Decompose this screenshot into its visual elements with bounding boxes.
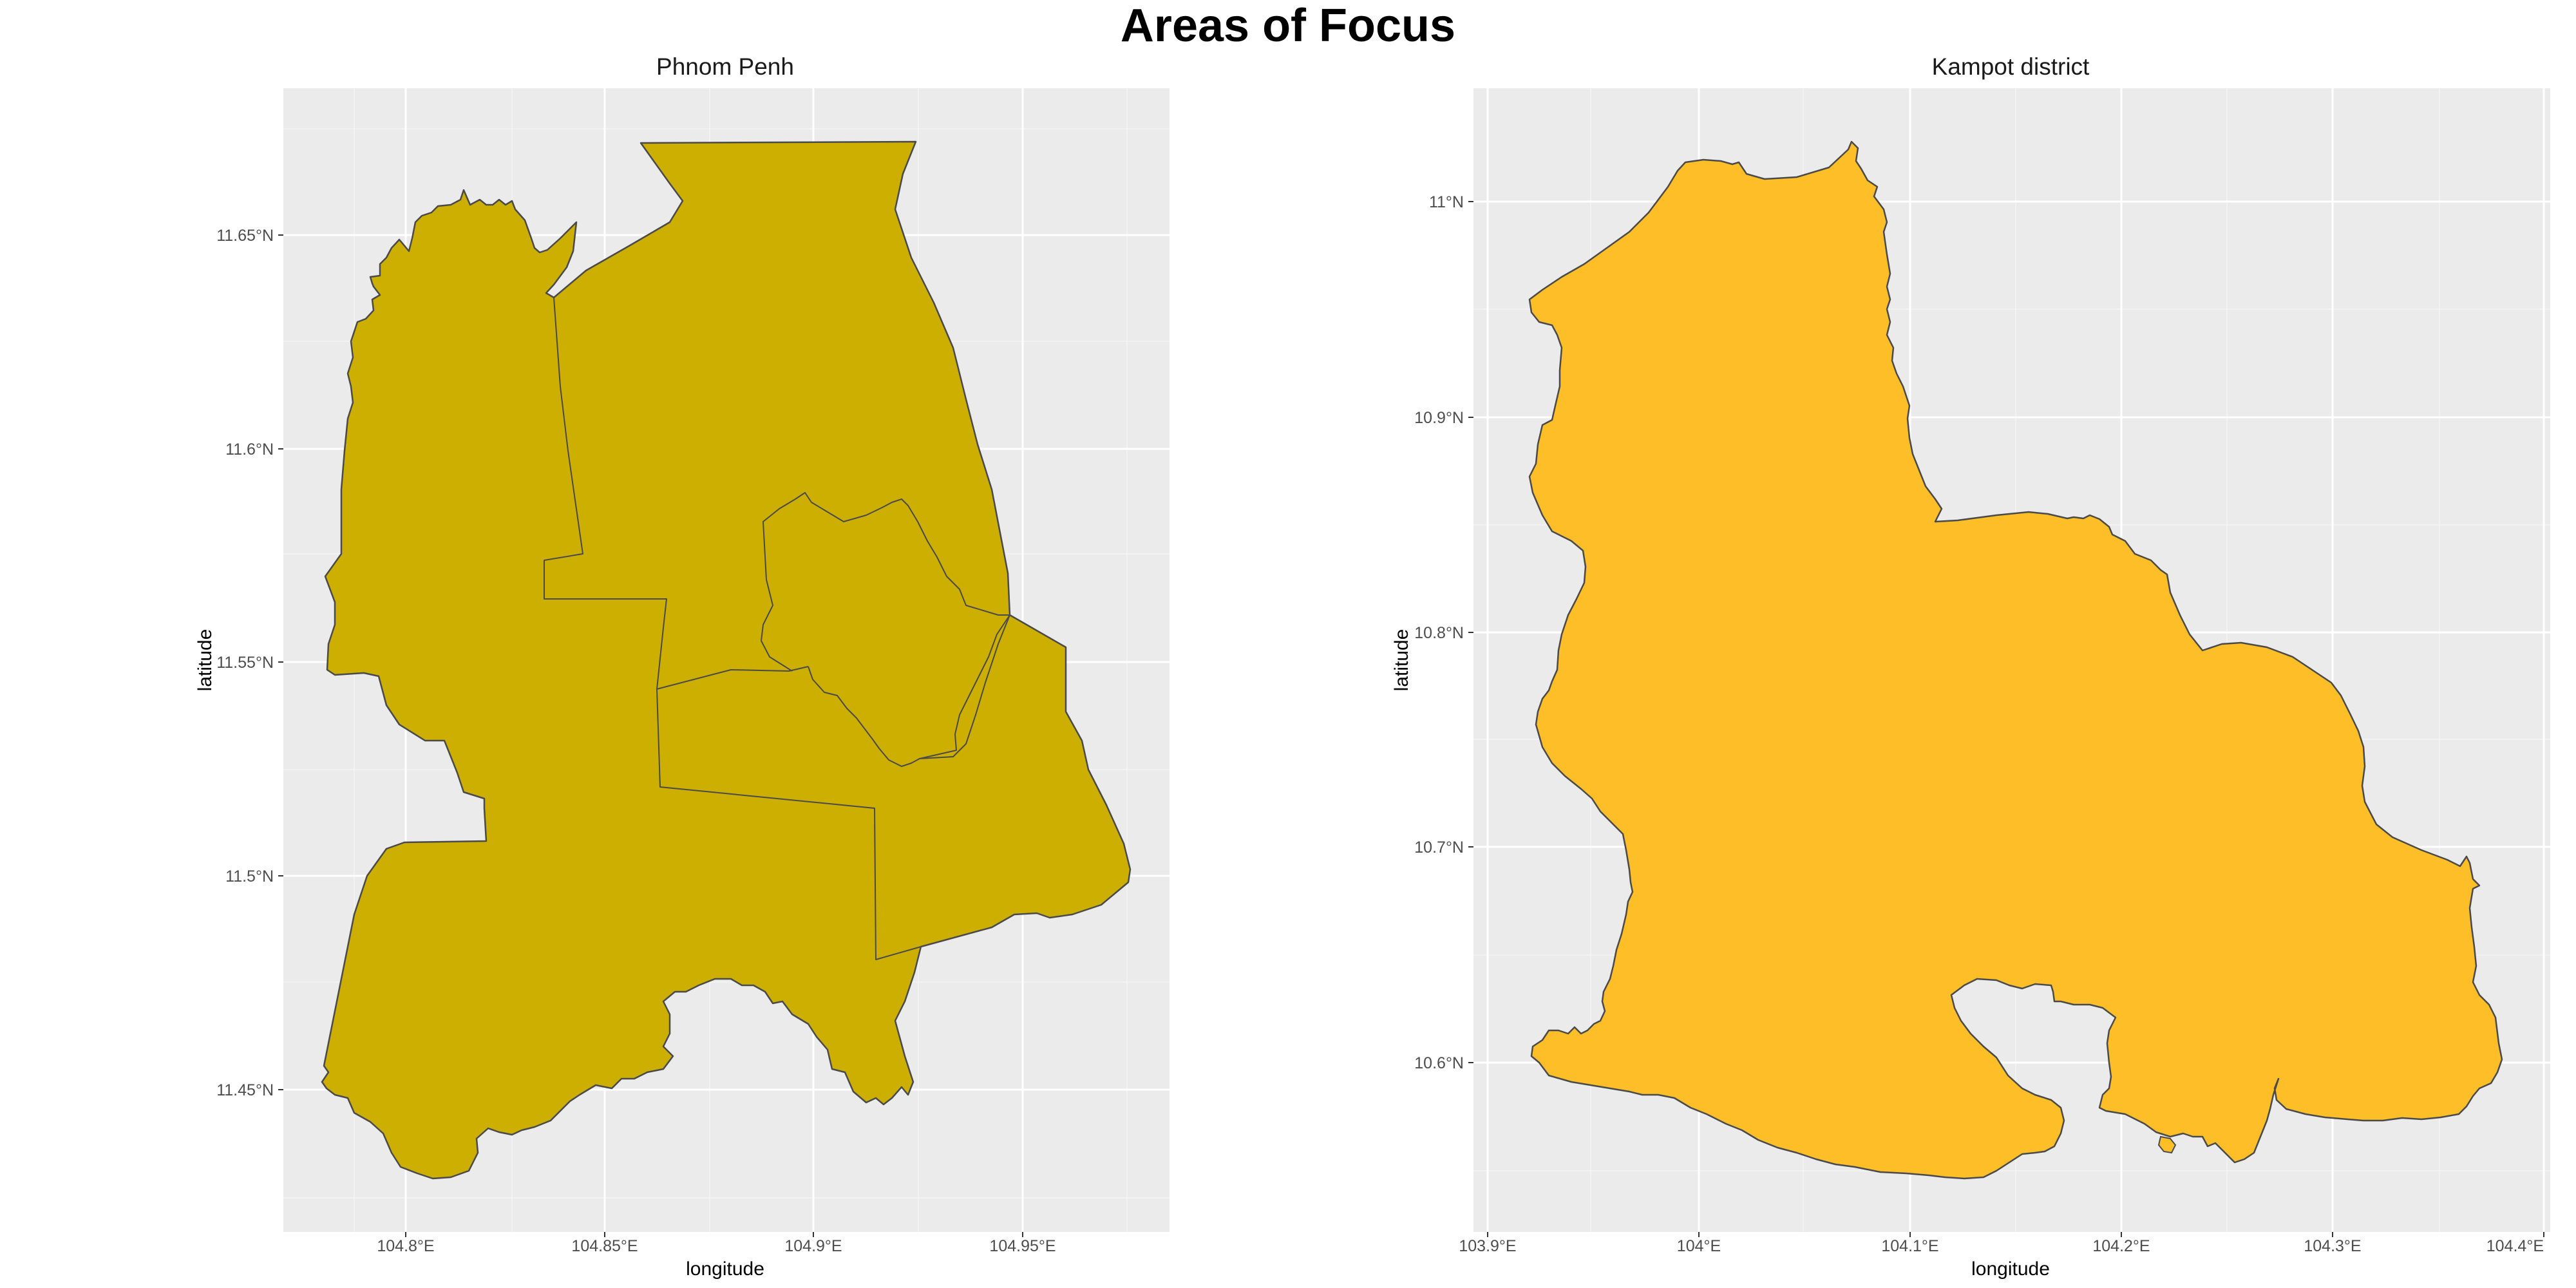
y-tick-label: 10.9°N: [1414, 409, 1464, 427]
x-tick-label: 104°E: [1677, 1237, 1721, 1255]
phnom-penh-boundary: [321, 140, 1132, 1180]
x-tick-label: 103.9°E: [1459, 1237, 1516, 1255]
y-tick-label: 11°N: [1429, 193, 1464, 211]
x-axis-label: longitude: [686, 1258, 764, 1280]
panel-title-phnom-penh: Phnom Penh: [656, 53, 794, 80]
islet-shape: [2157, 1135, 2177, 1154]
y-tick-label: 10.8°N: [1414, 624, 1464, 642]
panel-phnom-penh: Phnom Penh: [194, 53, 1170, 1280]
x-tick-label: 104.8°E: [377, 1237, 434, 1255]
y-tick-label: 11.6°N: [225, 440, 274, 459]
panel-kampot-district: Kampot district: [1391, 53, 2550, 1280]
x-tick-label: 104.9°E: [784, 1237, 842, 1255]
x-tick-label: 104.4°E: [2486, 1237, 2544, 1255]
y-tick-label: 11.5°N: [225, 867, 274, 886]
x-tick-label: 104.1°E: [1881, 1237, 1938, 1255]
y-axis-label: latitude: [1391, 629, 1412, 692]
district-borders: [544, 200, 1010, 960]
y-tick-label: 10.7°N: [1414, 838, 1464, 857]
x-tick-label: 104.3°E: [2304, 1237, 2361, 1255]
x-tick-label: 104.85°E: [571, 1237, 638, 1255]
axis-ticks: [278, 234, 1023, 1237]
axis-ticks: [1468, 201, 2544, 1237]
y-tick-label: 11.65°N: [216, 227, 274, 245]
x-axis-label: longitude: [1971, 1258, 2050, 1280]
y-tick-label: 11.55°N: [216, 654, 274, 672]
x-tick-label: 104.95°E: [989, 1237, 1056, 1255]
y-axis-label: latitude: [194, 629, 216, 692]
y-tick-label: 10.6°N: [1414, 1054, 1464, 1072]
y-tick-label: 11.45°N: [216, 1081, 274, 1099]
kampot-district-boundary: [1528, 140, 2503, 1180]
figure-title: Areas of Focus: [1120, 0, 1456, 52]
x-tick-label: 104.2°E: [2092, 1237, 2150, 1255]
panel-title-kampot: Kampot district: [1932, 53, 2090, 80]
